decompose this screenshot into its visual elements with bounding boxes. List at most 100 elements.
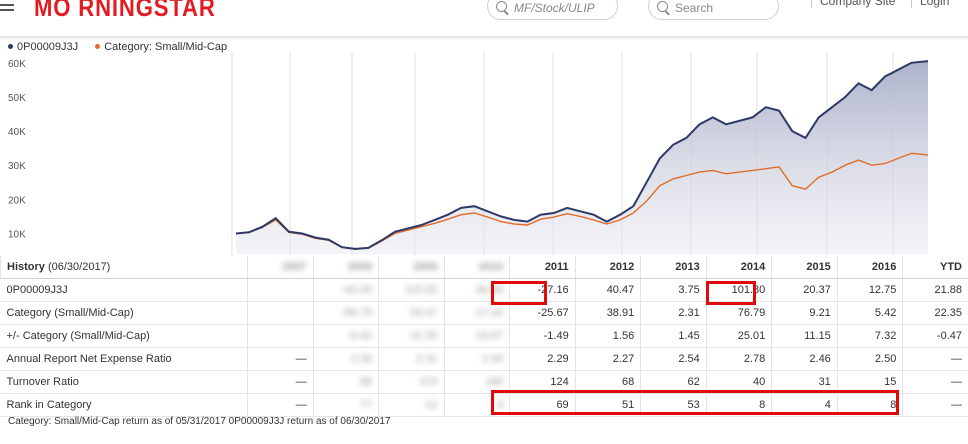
table-cell: 2.06	[443, 347, 510, 371]
table-cell: 76.79	[705, 301, 772, 325]
table-row: Turnover Ratio —88 470 186 124 68 62 40 31 15—	[0, 370, 968, 394]
table-cell: -58.75	[312, 301, 379, 325]
table-cell: 2.50	[836, 347, 903, 371]
nav-divider	[811, 0, 812, 8]
row-label: 0P00009J3J	[0, 278, 248, 302]
legend-item-category[interactable]: Category: Small/Mid-Cap	[95, 41, 227, 53]
y-tick-label: 10K	[8, 230, 26, 241]
table-cell: 2.29	[509, 347, 576, 371]
year-header: 2013	[640, 256, 707, 279]
table-cell: 17.20	[443, 301, 510, 325]
table-cell: 53	[640, 393, 707, 417]
table-cell: —	[902, 370, 968, 394]
highlight-2014-return	[706, 281, 756, 305]
table-cell	[247, 301, 314, 325]
table-cell	[247, 278, 314, 302]
row-label: Annual Report Net Expense Ratio	[0, 347, 248, 371]
table-cell: -25.67	[509, 301, 576, 325]
table-cell: 3.75	[640, 278, 707, 302]
y-tick-label: 50K	[8, 93, 26, 104]
highlight-2011-return	[491, 281, 547, 305]
year-header: 2015	[771, 256, 838, 279]
table-cell: -1.49	[509, 324, 576, 348]
row-label: +/- Category (Small/Mid-Cap)	[0, 324, 248, 348]
table-cell: 22.35	[902, 301, 968, 325]
table-cell: 12.75	[836, 278, 903, 302]
year-header: 2008	[312, 256, 379, 279]
top-navigation-bar: MO RNINGSTAR MF/Stock/ULIP Search Compan…	[0, 0, 968, 37]
table-cell: —	[902, 347, 968, 371]
year-header: 2011	[509, 256, 576, 279]
row-label: Rank in Category	[0, 393, 248, 417]
table-cell: 77	[312, 393, 379, 417]
mf-stock-ulip-search-input[interactable]: MF/Stock/ULIP	[487, 0, 618, 20]
table-row: 0P00009J3J -43.05 115.82 36.88 -27.16 40.47 3.…	[0, 278, 968, 302]
table-cell: 470	[378, 370, 445, 394]
table-row: Annual Report Net Expense Ratio — 2.06 2.31…	[0, 347, 968, 371]
site-search-input[interactable]: Search	[648, 0, 779, 20]
table-cell: —	[247, 393, 314, 417]
row-label: Turnover Ratio	[0, 370, 248, 394]
highlight-rank-row	[491, 390, 899, 415]
table-cell: 8	[836, 393, 903, 417]
footnote: Category: Small/Mid-Cap return as of 05/…	[8, 416, 391, 427]
table-cell: 115.82	[378, 278, 445, 302]
growth-chart[interactable]: 10K 20K 30K 40K 50K 60K	[0, 52, 968, 256]
legend-item-fund[interactable]: 0P00009J3J	[8, 41, 78, 53]
table-cell: 2.46	[771, 347, 838, 371]
company-site-link[interactable]: Company Site	[820, 0, 896, 8]
table-cell: 12	[378, 393, 445, 417]
table-cell: 1.56	[574, 324, 641, 348]
table-cell: 25.01	[705, 324, 772, 348]
table-row: Category (Small/Mid-Cap) -58.75 93.47 17.20…	[0, 301, 968, 325]
table-header-row: History (06/30/2017) 2007 2008 2009 2010…	[0, 256, 968, 279]
table-cell: 2.06	[312, 347, 379, 371]
chart-legend: 0P00009J3J Category: Small/Mid-Cap	[8, 40, 241, 53]
table-cell: 4	[771, 393, 838, 417]
table-cell: 5.42	[836, 301, 903, 325]
login-link[interactable]: Login	[920, 0, 950, 8]
year-header: YTD	[902, 256, 968, 279]
table-cell: 22.35	[378, 324, 445, 348]
table-cell: 93.47	[378, 301, 445, 325]
history-title: History (06/30/2017)	[0, 256, 248, 279]
search-icon	[496, 1, 507, 12]
table-cell: 2.31	[640, 301, 707, 325]
table-cell: 7.32	[836, 324, 903, 348]
table-cell: 2.31	[378, 347, 445, 371]
table-cell: 88	[312, 370, 379, 394]
legend-dot-icon	[8, 44, 13, 49]
year-header: 2010	[443, 256, 510, 279]
table-cell: -6.00	[312, 324, 379, 348]
table-cell: 51	[574, 393, 641, 417]
table-cell: 20.37	[771, 278, 838, 302]
table-cell: 2.78	[705, 347, 772, 371]
table-cell: -43.05	[312, 278, 379, 302]
y-tick-label: 40K	[8, 127, 26, 138]
y-tick-label: 60K	[8, 59, 26, 70]
table-cell: —	[247, 370, 314, 394]
table-cell: 2.54	[640, 347, 707, 371]
y-tick-label: 30K	[8, 161, 26, 172]
legend-dot-icon	[95, 44, 101, 49]
table-cell: 186	[443, 370, 510, 394]
table-cell	[247, 324, 314, 348]
year-header: 2016	[836, 256, 903, 279]
table-row: Rank in Category —77 12 4 69 51 53 8 4 8—	[0, 393, 968, 417]
table-cell: 62	[640, 370, 707, 394]
table-cell: -0.47	[902, 324, 968, 348]
table-cell: 69	[509, 393, 576, 417]
year-header: 2007	[247, 256, 314, 279]
table-cell: 38.91	[574, 301, 641, 325]
fund-area-fill	[236, 61, 928, 254]
table-cell: 21.88	[902, 278, 968, 302]
table-cell: 31	[771, 370, 838, 394]
history-table: History (06/30/2017) 2007 2008 2009 2010…	[0, 256, 968, 417]
fund-series-line[interactable]	[235, 60, 929, 250]
table-cell: 40	[705, 370, 772, 394]
table-cell: 19.67	[443, 324, 510, 348]
table-cell: 15	[836, 370, 903, 394]
menu-icon[interactable]	[0, 4, 14, 16]
nav-divider	[911, 0, 912, 8]
morningstar-logo[interactable]: MO RNINGSTAR	[34, 0, 216, 22]
